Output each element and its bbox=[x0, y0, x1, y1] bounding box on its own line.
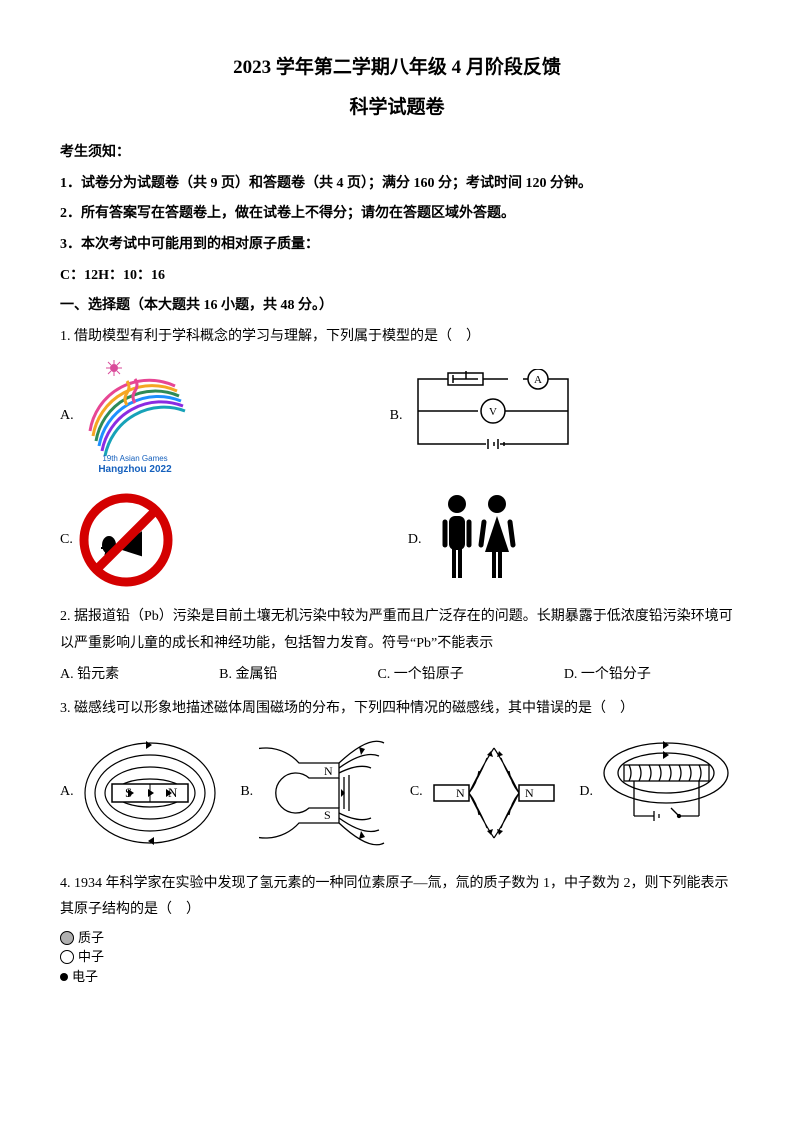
legend-proton: 质子 bbox=[60, 928, 734, 948]
asian-games-logo-icon: 19th Asian Games Hangzhou 2022 bbox=[80, 356, 190, 476]
notice-label: 考生须知： bbox=[60, 140, 734, 167]
q3-opt-a-label: A. bbox=[60, 779, 74, 806]
q1-opt-a-label: A. bbox=[60, 403, 74, 430]
q2-options: A. 铅元素 B. 金属铅 C. 一个铅原子 D. 一个铅分子 bbox=[60, 662, 734, 689]
page-subtitle: 科学试题卷 bbox=[60, 90, 734, 126]
section1-header: 一、选择题（本大题共 16 小题，共 48 分。） bbox=[60, 293, 734, 320]
circuit-diagram-icon: A V bbox=[408, 369, 578, 464]
horseshoe-s-label: S bbox=[324, 808, 331, 822]
q4-stem: 4. 1934 年科学家在实验中发现了氢元素的一种同位素原子—氚，氚的质子数为 … bbox=[60, 871, 734, 924]
like-poles-field-icon: N N bbox=[429, 743, 559, 843]
legend-electron: 电子 bbox=[60, 967, 734, 987]
q3-opt-c-label: C. bbox=[410, 779, 423, 806]
neutron-icon bbox=[60, 950, 74, 964]
q2-opt-a: A. 铅元素 bbox=[60, 662, 119, 689]
q1-opt-d-label: D. bbox=[408, 527, 422, 554]
q3-opt-b: B. N S bbox=[240, 733, 389, 853]
q3-opt-d-label: D. bbox=[579, 779, 593, 806]
electron-icon bbox=[60, 973, 68, 981]
q1-stem: 1. 借助模型有利于学科概念的学习与理解，下列属于模型的是（ ） bbox=[60, 324, 734, 351]
notice-item-2: 2．所有答案写在答题卷上，做在试卷上不得分；请勿在答题区域外答题。 bbox=[60, 201, 734, 228]
like-n2-label: N bbox=[525, 786, 534, 800]
bar-magnet-field-icon: S N bbox=[80, 738, 220, 848]
q2-opt-c: C. 一个铅原子 bbox=[377, 662, 463, 689]
logo-text-2: Hangzhou 2022 bbox=[98, 464, 172, 475]
q4-legend: 质子 中子 电子 bbox=[60, 928, 734, 987]
like-n1-label: N bbox=[456, 786, 465, 800]
q3-opt-d: D. bbox=[579, 738, 734, 848]
q1-opt-b: B. bbox=[390, 369, 579, 464]
q1-opt-d: D. bbox=[408, 490, 528, 590]
legend-neutron-label: 中子 bbox=[78, 947, 104, 967]
page-title: 2023 学年第二学期八年级 4 月阶段反馈 bbox=[60, 50, 734, 86]
notice-item-1: 1．试卷分为试题卷（共 9 页）和答题卷（共 4 页）；满分 160 分；考试时… bbox=[60, 171, 734, 198]
q2-opt-b: B. 金属铅 bbox=[219, 662, 277, 689]
solenoid-field-icon bbox=[599, 738, 734, 848]
legend-electron-label: 电子 bbox=[72, 967, 98, 987]
q1-row1: A. bbox=[60, 356, 734, 476]
logo-text-1: 19th Asian Games bbox=[102, 454, 167, 463]
restroom-pictogram-icon bbox=[427, 490, 527, 590]
legend-neutron: 中子 bbox=[60, 947, 734, 967]
voltmeter-label: V bbox=[489, 406, 497, 418]
q3-opt-c: C. N N bbox=[410, 743, 559, 843]
q2-stem: 2. 据报道铅（Pb）污染是目前土壤无机污染中较为严重而且广泛存在的问题。长期暴… bbox=[60, 604, 734, 657]
q1-opt-a: A. bbox=[60, 356, 190, 476]
q3-opt-a: A. S N bbox=[60, 738, 220, 848]
notice-item-4: C：12H：10：16 bbox=[60, 263, 734, 290]
q1-opt-c: C. bbox=[60, 493, 174, 588]
notice-item-3: 3．本次考试中可能用到的相对原子质量： bbox=[60, 232, 734, 259]
q3-options-row: A. S N bbox=[60, 733, 734, 853]
ammeter-label: A bbox=[534, 374, 542, 386]
q1-row2: C. D. bbox=[60, 490, 734, 590]
legend-proton-label: 质子 bbox=[78, 928, 104, 948]
horseshoe-magnet-field-icon: N S bbox=[259, 733, 389, 853]
q3-stem: 3. 磁感线可以形象地描述磁体周围磁场的分布，下列四种情况的磁感线，其中错误的是… bbox=[60, 696, 734, 723]
q3-opt-b-label: B. bbox=[240, 779, 253, 806]
horseshoe-n-label: N bbox=[324, 764, 333, 778]
no-horn-sign-icon bbox=[79, 493, 174, 588]
q1-opt-b-label: B. bbox=[390, 403, 403, 430]
q2-opt-d: D. 一个铅分子 bbox=[564, 662, 651, 689]
q1-opt-c-label: C. bbox=[60, 527, 73, 554]
proton-icon bbox=[60, 931, 74, 945]
